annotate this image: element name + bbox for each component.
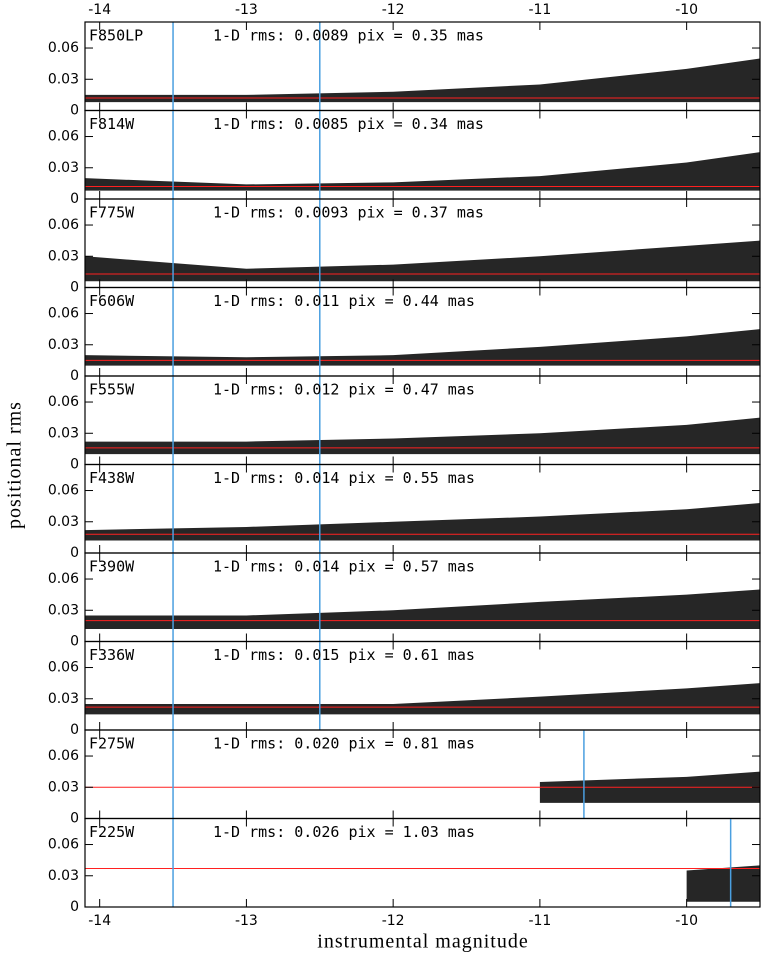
y-tick-label: 0	[70, 280, 79, 296]
annotation: 1-D rms: 0.020 pix = 0.81 mas	[213, 735, 475, 753]
filter-label: F225W	[89, 823, 135, 841]
y-tick-label: 0	[70, 811, 79, 827]
y-tick-label: 0.03	[48, 779, 79, 795]
annotation: 1-D rms: 0.0085 pix = 0.34 mas	[213, 115, 484, 133]
panel-frame	[84, 817, 761, 908]
annotation: 1-D rms: 0.012 pix = 0.47 mas	[213, 381, 475, 399]
annotation: 1-D rms: 0.014 pix = 0.55 mas	[213, 469, 475, 487]
point-cloud	[85, 417, 760, 455]
y-tick-label: 0	[70, 368, 79, 384]
filter-label: F850LP	[89, 27, 143, 45]
filter-label: F555W	[89, 381, 135, 399]
y-tick-label: 0.06	[48, 394, 79, 410]
x-tick-label: -14	[88, 913, 111, 929]
filter-label: F336W	[89, 646, 135, 664]
y-tick-label: 0.06	[48, 306, 79, 322]
x-tick-label-top: -13	[235, 2, 258, 18]
y-tick-label: 0.06	[48, 483, 79, 499]
y-tick-label: 0	[70, 722, 79, 738]
y-tick-label: 0.06	[48, 129, 79, 145]
point-cloud	[85, 589, 760, 630]
filter-label: F438W	[89, 469, 135, 487]
y-axis-label: positional rms	[4, 401, 26, 529]
y-tick-label: 0.03	[48, 514, 79, 530]
annotation: 1-D rms: 0.011 pix = 0.44 mas	[213, 292, 475, 310]
y-tick-label: 0.06	[48, 571, 79, 587]
filter-label: F390W	[89, 558, 135, 576]
y-tick-label: 0.06	[48, 217, 79, 233]
y-tick-label: 0	[70, 634, 79, 650]
y-tick-label: 0	[70, 457, 79, 473]
y-tick-label: 0.03	[48, 868, 79, 884]
y-tick-label: 0.03	[48, 337, 79, 353]
point-cloud	[85, 329, 760, 366]
point-cloud	[85, 152, 760, 191]
point-cloud	[85, 503, 760, 541]
y-tick-label: 0.03	[48, 602, 79, 618]
y-tick-label: 0.06	[48, 748, 79, 764]
x-tick-label-top: -10	[675, 2, 698, 18]
x-axis-label: instrumental magnitude	[317, 931, 528, 953]
annotation: 1-D rms: 0.015 pix = 0.61 mas	[213, 646, 475, 664]
x-tick-label-top: -12	[382, 2, 405, 18]
point-cloud	[686, 865, 760, 902]
annotation: 1-D rms: 0.0093 pix = 0.37 mas	[213, 204, 484, 222]
y-tick-label: 0	[70, 191, 79, 207]
y-tick-label: 0.03	[48, 248, 79, 264]
x-tick-label: -11	[528, 913, 551, 929]
y-tick-label: 0.03	[48, 691, 79, 707]
y-tick-label: 0.03	[48, 71, 79, 87]
point-cloud	[85, 683, 760, 715]
y-tick-label: 0	[70, 103, 79, 119]
y-tick-label: 0	[70, 899, 79, 915]
x-tick-label: -12	[382, 913, 405, 929]
x-tick-label: -13	[235, 913, 258, 929]
annotation: 1-D rms: 0.026 pix = 1.03 mas	[213, 823, 475, 841]
y-tick-label: 0.06	[48, 837, 79, 853]
point-cloud	[85, 240, 760, 282]
x-tick-label-top: -14	[88, 2, 111, 18]
point-cloud	[85, 58, 760, 103]
annotation: 1-D rms: 0.014 pix = 0.57 mas	[213, 558, 475, 576]
annotation: 1-D rms: 0.0089 pix = 0.35 mas	[213, 27, 484, 45]
filter-label: F775W	[89, 204, 135, 222]
x-tick-label-top: -11	[528, 2, 551, 18]
filter-label: F814W	[89, 115, 135, 133]
filter-label: F275W	[89, 735, 135, 753]
y-tick-label: 0.03	[48, 425, 79, 441]
y-tick-label: 0.06	[48, 660, 79, 676]
filter-label: F606W	[89, 292, 135, 310]
y-tick-label: 0.06	[48, 40, 79, 56]
y-tick-label: 0.03	[48, 160, 79, 176]
y-tick-label: 0	[70, 545, 79, 561]
x-tick-label: -10	[675, 913, 698, 929]
